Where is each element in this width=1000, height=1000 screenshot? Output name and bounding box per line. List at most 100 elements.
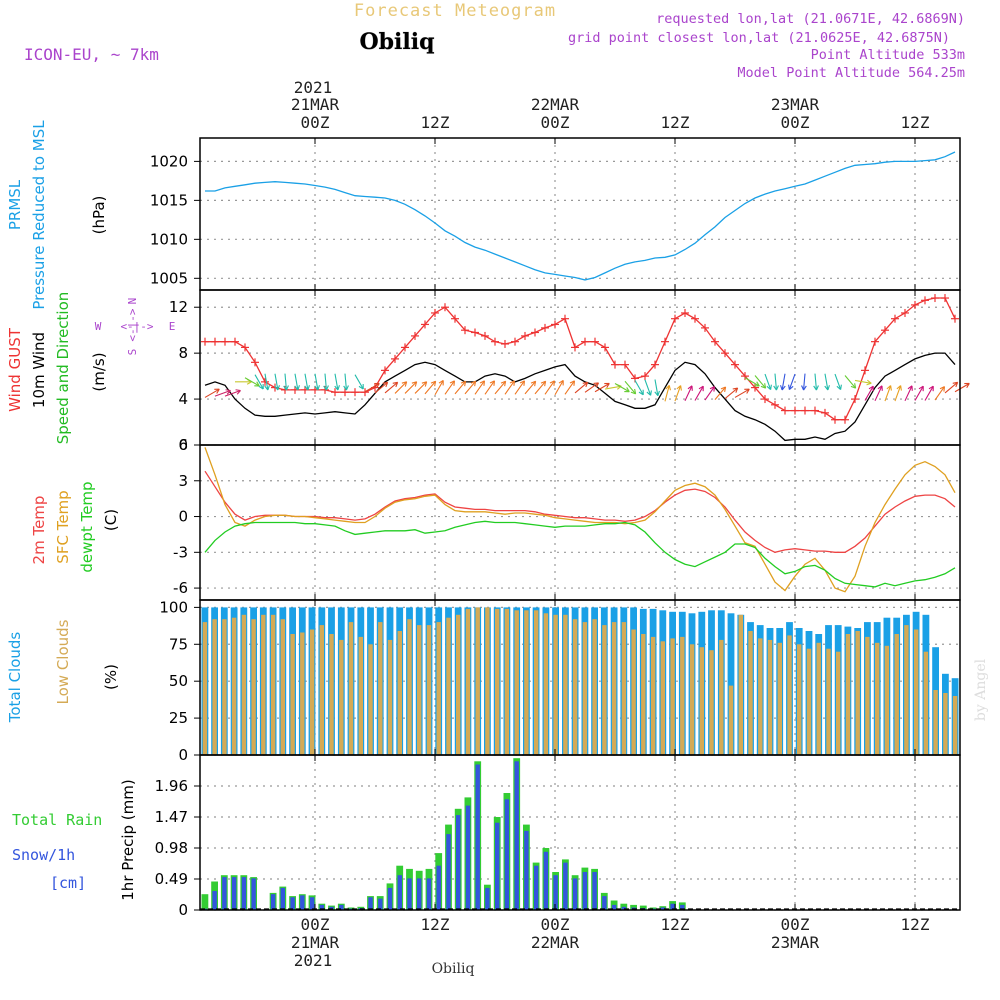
bar-total-rain bbox=[201, 894, 209, 910]
wind-barb bbox=[914, 385, 924, 401]
temp2m-label: 2m Temp bbox=[30, 496, 48, 565]
ytick-label: 12 bbox=[169, 298, 188, 316]
bar-snow-1h bbox=[485, 887, 490, 910]
compass-icon: N <-|-> S W <-|-> E bbox=[95, 298, 176, 356]
bar-snow-1h bbox=[212, 891, 217, 910]
wind-barb bbox=[323, 373, 329, 391]
gust-point bbox=[551, 320, 559, 329]
ytick-label: 0 bbox=[178, 901, 188, 919]
precip-labels: Total Rain Snow/1h [cm] 1hr Precip (mm) bbox=[12, 779, 137, 900]
series-sfc-temp bbox=[204, 447, 956, 593]
bar-low-clouds bbox=[933, 690, 938, 755]
wind-barb bbox=[854, 379, 872, 386]
bar-low-clouds bbox=[602, 625, 607, 755]
bar-low-clouds bbox=[923, 651, 929, 755]
wind-barb bbox=[244, 377, 260, 387]
wind-labels: Wind GUST 10m Wind Speed and Direction (… bbox=[6, 292, 175, 445]
bar-snow-1h bbox=[563, 862, 568, 910]
bar-low-clouds bbox=[952, 696, 958, 755]
bar-low-clouds bbox=[485, 607, 490, 755]
bar-low-clouds bbox=[436, 622, 441, 755]
bar-low-clouds bbox=[407, 619, 412, 755]
pressure-labels: PRMSL Pressure Reduced to MSL (hPa) bbox=[6, 120, 108, 310]
footer-location: Obiliq bbox=[432, 961, 475, 977]
wind-barb bbox=[364, 382, 380, 393]
wind-barb bbox=[824, 373, 830, 391]
wind-barb bbox=[864, 385, 874, 401]
bar-low-clouds bbox=[572, 619, 578, 755]
gust-point bbox=[701, 323, 709, 332]
wind-barb bbox=[788, 373, 796, 391]
wind-barb bbox=[634, 380, 644, 396]
compass-s: S bbox=[126, 349, 139, 356]
top-tick-label: 12Z bbox=[901, 113, 930, 132]
gust-point bbox=[641, 372, 649, 381]
wind-barb bbox=[334, 373, 340, 391]
wind-barb bbox=[294, 373, 300, 391]
bottom-tick-label: 00Z bbox=[301, 915, 330, 934]
bar-low-clouds bbox=[826, 648, 831, 755]
wind-barb bbox=[544, 380, 556, 395]
gust-point bbox=[391, 354, 399, 363]
bar-snow-1h bbox=[290, 897, 295, 910]
bar-snow-1h bbox=[475, 764, 480, 910]
gust-point bbox=[201, 337, 209, 346]
wind-barb bbox=[354, 374, 364, 390]
wind-barb bbox=[844, 375, 857, 389]
bar-low-clouds bbox=[611, 622, 617, 755]
wind-barb bbox=[404, 381, 418, 394]
wind-dir-label: Speed and Direction bbox=[54, 292, 72, 445]
precip-unit: 1hr Precip (mm) bbox=[119, 779, 137, 900]
bar-low-clouds bbox=[309, 629, 315, 755]
gust-point bbox=[891, 314, 899, 323]
pressure-msl-label: Pressure Reduced to MSL bbox=[30, 120, 48, 310]
compass-w: W bbox=[95, 320, 102, 333]
bar-total-rain bbox=[630, 904, 637, 910]
compass-e: E bbox=[169, 320, 176, 333]
panel-frame bbox=[199, 754, 961, 911]
ytick-label: 75 bbox=[169, 635, 188, 653]
bar-low-clouds bbox=[475, 607, 480, 755]
bar-low-clouds bbox=[670, 638, 675, 755]
bar-snow-1h bbox=[524, 830, 529, 910]
bar-snow-1h bbox=[417, 878, 422, 910]
gust-point bbox=[621, 360, 629, 369]
gust-point bbox=[261, 377, 269, 386]
bar-low-clouds bbox=[758, 638, 763, 755]
ytick-label: 0.49 bbox=[155, 870, 188, 888]
wind-barb bbox=[684, 385, 693, 402]
bar-low-clouds bbox=[650, 636, 656, 755]
wind-barb bbox=[734, 388, 750, 398]
ytick-label: 0 bbox=[178, 436, 188, 454]
gust-point bbox=[591, 337, 599, 346]
bar-snow-1h bbox=[319, 904, 324, 910]
gust-point bbox=[711, 337, 719, 346]
gust-point bbox=[251, 358, 259, 367]
wind-barb bbox=[414, 381, 428, 394]
gust-point bbox=[401, 343, 409, 352]
gust-point bbox=[751, 383, 759, 392]
bar-snow-1h bbox=[300, 895, 305, 910]
bar-low-clouds bbox=[222, 619, 227, 755]
gust-point bbox=[861, 366, 869, 375]
bar-snow-1h bbox=[582, 872, 588, 910]
bottom-year: 2021 bbox=[294, 951, 333, 970]
gust-point bbox=[841, 415, 849, 424]
ytick-label: 6 bbox=[178, 436, 188, 454]
bar-low-clouds bbox=[348, 622, 354, 755]
wind-barb bbox=[944, 381, 959, 394]
wind-barb bbox=[474, 380, 486, 395]
gust-point bbox=[481, 331, 489, 340]
series-dewpt-temp bbox=[204, 520, 956, 588]
wind-barb bbox=[874, 385, 883, 402]
bar-snow-1h bbox=[241, 877, 247, 910]
ytick-label: 1.47 bbox=[155, 808, 188, 826]
wind-barb bbox=[834, 373, 842, 391]
series-10m-wind bbox=[204, 352, 956, 442]
bar-low-clouds bbox=[592, 619, 597, 755]
bar-low-clouds bbox=[699, 647, 704, 755]
top-date-label: 21MAR bbox=[291, 95, 340, 114]
bar-low-clouds bbox=[806, 648, 812, 755]
ytick-label: 25 bbox=[169, 709, 188, 727]
